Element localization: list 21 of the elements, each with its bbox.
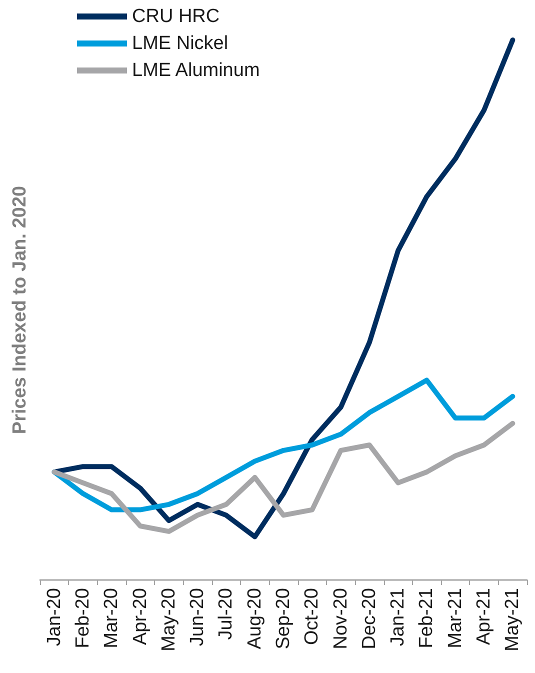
x-tick-label: Mar-20 xyxy=(101,588,122,648)
x-tick-label: Feb-20 xyxy=(72,588,94,648)
legend-label: CRU HRC xyxy=(132,6,220,27)
x-tick-label: Jan-21 xyxy=(388,588,409,646)
x-tick-label: Apr-21 xyxy=(474,588,495,646)
x-tick-label: May-21 xyxy=(502,588,524,652)
x-tick-label: Jan-20 xyxy=(44,588,65,646)
x-tick-label: May-20 xyxy=(158,588,180,652)
x-tick-label: Mar-21 xyxy=(444,588,466,648)
x-tick-label: Jul-20 xyxy=(216,588,237,640)
x-tick-label: Nov-20 xyxy=(330,588,352,650)
x-tick-label: Dec-20 xyxy=(358,588,380,650)
legend-label: LME Nickel xyxy=(132,33,228,54)
x-tick-label: Feb-21 xyxy=(416,588,438,648)
legend-label: LME Aluminum xyxy=(132,60,260,81)
x-tick-label: Oct-20 xyxy=(302,588,323,646)
x-tick-label: Jun-20 xyxy=(187,588,208,646)
x-tick-label: Apr-20 xyxy=(130,588,151,646)
y-axis-title: Prices Indexed to Jan. 2020 xyxy=(10,186,30,434)
x-tick-label: Aug-20 xyxy=(244,588,266,650)
x-tick-label: Sep-20 xyxy=(273,588,294,650)
